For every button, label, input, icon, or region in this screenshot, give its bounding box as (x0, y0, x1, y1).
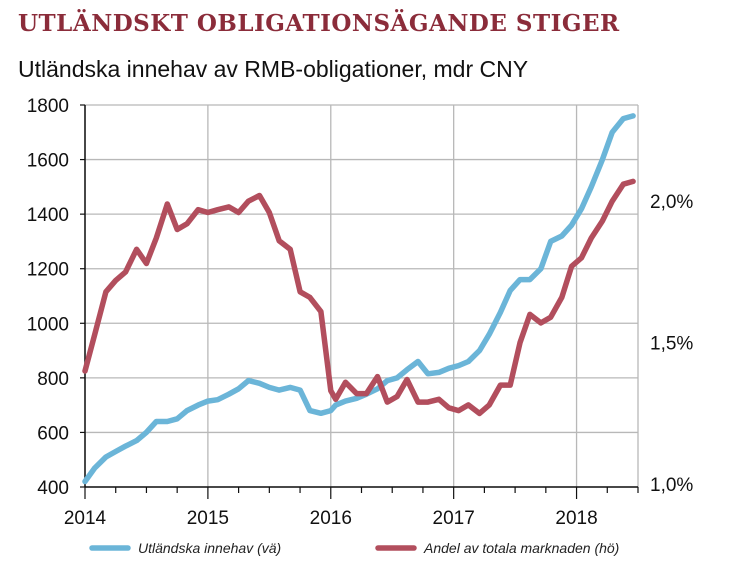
y-left-tick-label: 600 (37, 423, 69, 444)
x-tick-label: 2018 (555, 508, 597, 529)
x-tick-label: 2017 (433, 508, 475, 529)
foreign-holdings-line (82, 113, 636, 485)
y-left-tick-label: 1000 (27, 314, 69, 335)
x-tick-label: 2014 (64, 508, 107, 529)
y-left-tick-label: 1400 (27, 205, 69, 226)
chart-subtitle: Utländska innehav av RMB-obligationer, m… (18, 56, 529, 82)
y-right-tick-label: 1,0% (650, 475, 693, 496)
x-tick-label: 2016 (310, 508, 352, 529)
x-tick-label: 2015 (187, 508, 229, 529)
y-left-tick-label: 400 (37, 478, 69, 499)
y-left-tick-label: 800 (37, 369, 69, 390)
legend-label: Andel av totala marknaden (hö) (423, 540, 619, 556)
market-share-line (82, 178, 636, 417)
legend-label: Utländska innehav (vä) (138, 540, 281, 556)
y-left-tick-label: 1200 (27, 260, 69, 281)
y-right-tick-label: 1,5% (650, 334, 693, 355)
chart-title: UTLÄNDSKT OBLIGATIONSÄGANDE STIGER (18, 10, 620, 37)
y-left-tick-label: 1800 (27, 96, 69, 117)
y-left-tick-label: 1600 (27, 151, 69, 172)
y-right-tick-label: 2,0% (650, 192, 693, 213)
